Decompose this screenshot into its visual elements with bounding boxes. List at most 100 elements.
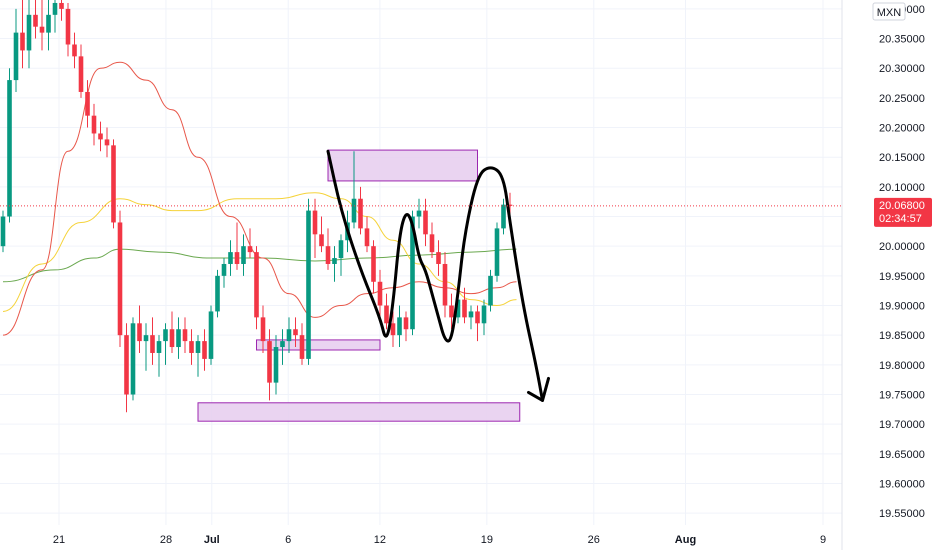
candle-25 bbox=[163, 323, 168, 365]
candle-body bbox=[189, 341, 194, 353]
candle-52 bbox=[338, 234, 344, 276]
drawing-line bbox=[326, 149, 544, 402]
candle-69 bbox=[449, 293, 454, 330]
candle-37 bbox=[241, 234, 246, 276]
candle-34 bbox=[221, 258, 227, 288]
candle-47 bbox=[306, 198, 311, 365]
candle-body bbox=[208, 311, 214, 359]
candle-43 bbox=[280, 329, 285, 365]
candle-3 bbox=[20, 0, 25, 69]
y-tick-label-17: 19.55000 bbox=[879, 508, 925, 520]
candle-72 bbox=[468, 305, 474, 330]
candle-54 bbox=[351, 151, 357, 229]
candle-12 bbox=[78, 44, 84, 98]
candle-20 bbox=[130, 317, 136, 401]
candle-body bbox=[124, 335, 129, 395]
candle-65 bbox=[423, 198, 428, 247]
candle-36 bbox=[234, 222, 240, 270]
candle-48 bbox=[312, 198, 318, 259]
candle-body bbox=[228, 252, 233, 264]
y-tick-label-4: 20.20000 bbox=[879, 123, 925, 135]
candle-39 bbox=[254, 246, 259, 330]
candle-2 bbox=[13, 8, 19, 92]
candle-body bbox=[455, 299, 461, 318]
candle-38 bbox=[247, 228, 253, 259]
candle-21 bbox=[137, 305, 142, 353]
candle-60 bbox=[390, 311, 396, 348]
candle-6 bbox=[39, 0, 45, 51]
candle-30 bbox=[195, 335, 201, 377]
candle-body bbox=[403, 317, 409, 330]
candle-73 bbox=[475, 305, 480, 342]
y-tick-label-14: 19.70000 bbox=[879, 419, 925, 431]
candle-46 bbox=[299, 323, 305, 365]
candle-68 bbox=[442, 252, 448, 318]
candle-body bbox=[371, 246, 376, 282]
candle-body bbox=[39, 26, 45, 33]
time-axis[interactable]: 21 28 Jul 6 12 19 26 Aug 9 bbox=[53, 534, 826, 546]
candle-4 bbox=[26, 0, 32, 69]
candle-body bbox=[390, 323, 396, 336]
candle-33 bbox=[215, 269, 220, 318]
candle-75 bbox=[488, 269, 493, 312]
candle-42 bbox=[273, 335, 279, 395]
candle-22 bbox=[143, 323, 149, 371]
candle-18 bbox=[117, 210, 123, 348]
candle-body bbox=[169, 329, 175, 348]
candle-body bbox=[488, 275, 493, 306]
candle-body bbox=[78, 56, 84, 92]
candle-body bbox=[20, 32, 25, 51]
candle-body bbox=[442, 263, 448, 306]
y-tick-label-9: 19.95000 bbox=[879, 271, 925, 283]
candle-64 bbox=[416, 198, 422, 229]
x-tick-label-8: 9 bbox=[820, 534, 826, 546]
candle-body bbox=[312, 210, 318, 235]
candle-body bbox=[358, 198, 363, 229]
candle-body bbox=[475, 311, 480, 324]
x-tick-label-2: Jul bbox=[204, 534, 220, 546]
candle-body bbox=[332, 258, 337, 264]
candle-45 bbox=[293, 317, 298, 348]
y-tick-label-6: 20.10000 bbox=[879, 182, 925, 194]
currency-label: MXN bbox=[877, 7, 902, 19]
candle-41 bbox=[267, 329, 272, 401]
candle-body bbox=[286, 329, 292, 342]
currency-badge bbox=[872, 2, 906, 21]
candle-74 bbox=[481, 299, 487, 336]
x-tick-label-7: Aug bbox=[675, 534, 696, 546]
candle-23 bbox=[150, 317, 155, 365]
candle-body bbox=[59, 2, 64, 9]
candle-body bbox=[351, 198, 357, 223]
candle-body bbox=[65, 8, 71, 45]
candle-55 bbox=[358, 186, 363, 235]
candle-57 bbox=[371, 240, 376, 294]
candle-31 bbox=[202, 329, 207, 371]
candle-body bbox=[377, 281, 383, 306]
candle-body bbox=[33, 14, 38, 27]
candle-body bbox=[143, 335, 149, 342]
candle-body bbox=[0, 216, 6, 247]
candlesticks bbox=[0, 0, 513, 413]
y-tick-label-10: 19.90000 bbox=[879, 301, 925, 313]
x-tick-label-4: 12 bbox=[374, 534, 386, 546]
candle-body bbox=[423, 210, 428, 235]
candle-67 bbox=[436, 240, 441, 276]
candle-body bbox=[202, 341, 207, 359]
candle-body bbox=[195, 341, 201, 353]
candle-body bbox=[416, 210, 422, 217]
price-tag-countdown: 02:34:57 bbox=[879, 213, 922, 225]
candle-44 bbox=[286, 317, 292, 353]
candle-51 bbox=[332, 246, 337, 282]
candle-body bbox=[130, 323, 136, 395]
candle-body bbox=[364, 228, 370, 247]
candle-body bbox=[436, 252, 441, 264]
candle-17 bbox=[111, 139, 116, 229]
candle-body bbox=[234, 252, 240, 264]
candle-body bbox=[111, 145, 116, 223]
candle-35 bbox=[228, 240, 233, 276]
candle-1 bbox=[7, 68, 12, 223]
y-tick-label-11: 19.85000 bbox=[879, 330, 925, 342]
candle-13 bbox=[85, 80, 90, 128]
